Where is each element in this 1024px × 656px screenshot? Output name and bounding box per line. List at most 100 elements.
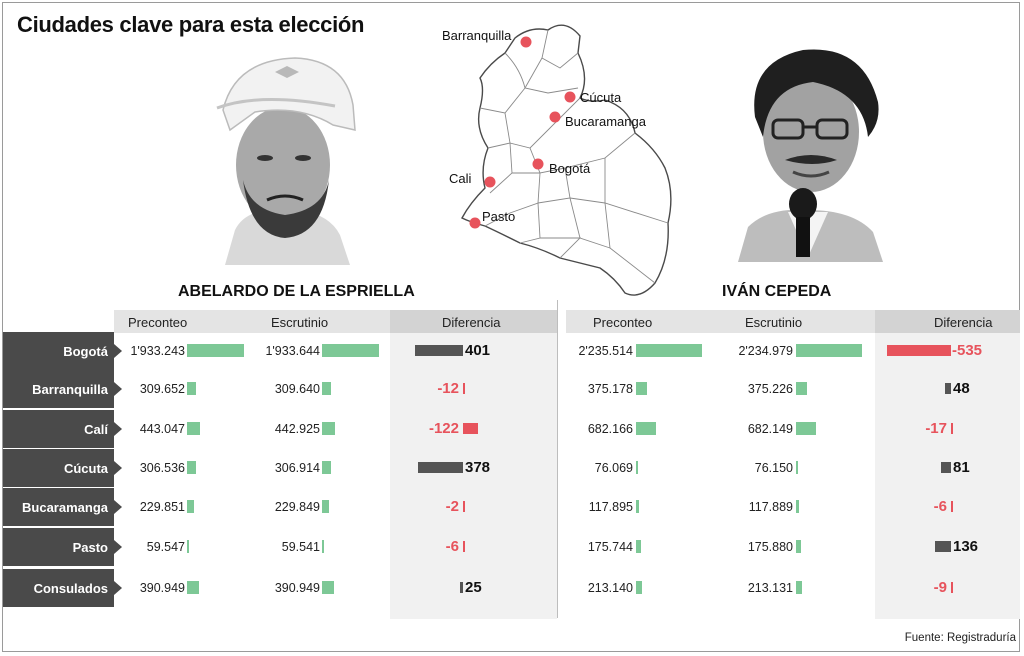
diferencia-value: 48 bbox=[953, 380, 970, 397]
escrutinio-bar bbox=[322, 461, 332, 474]
diferencia-value: 136 bbox=[953, 538, 979, 555]
header-diferencia-right: Diferencia bbox=[934, 315, 993, 330]
escrutinio-value: 117.889 bbox=[748, 500, 793, 514]
header-preconteo-right: Preconteo bbox=[593, 315, 653, 330]
candidate-right-photo bbox=[738, 49, 883, 262]
diferencia-value: 401 bbox=[465, 342, 491, 359]
escrutinio-value: 213.131 bbox=[747, 581, 793, 595]
escrutinio-bar bbox=[796, 422, 817, 435]
header-diferencia-left: Diferencia bbox=[442, 315, 501, 330]
preconteo-value: 682.166 bbox=[587, 422, 633, 436]
candidate-left-photo bbox=[216, 57, 356, 265]
header-preconteo-left: Preconteo bbox=[128, 315, 188, 330]
diferencia-bar bbox=[463, 423, 478, 434]
diferencia-value: -122 bbox=[428, 420, 459, 437]
diferencia-value: 81 bbox=[953, 459, 970, 476]
diferencia-bar bbox=[417, 462, 463, 473]
preconteo-bar bbox=[187, 540, 189, 553]
diferencia-bar bbox=[460, 582, 463, 593]
escrutinio-bar bbox=[322, 540, 324, 553]
diff-column-left bbox=[390, 333, 557, 619]
escrutinio-bar bbox=[322, 500, 329, 513]
row-label: Pasto bbox=[3, 528, 122, 566]
preconteo-value: 443.047 bbox=[139, 422, 185, 436]
row-label: Cúcuta bbox=[3, 449, 122, 487]
map-outline bbox=[461, 24, 672, 296]
row-label: Calí bbox=[3, 410, 122, 448]
column-divider bbox=[557, 300, 558, 618]
candidate-left-name: ABELARDO DE LA ESPRIELLA bbox=[178, 283, 415, 300]
page-title: Ciudades clave para esta elección bbox=[17, 12, 365, 37]
header-escrutinio-right: Escrutinio bbox=[745, 315, 803, 330]
diferencia-value: -9 bbox=[933, 579, 947, 596]
city-marker-cucuta bbox=[564, 91, 576, 103]
source-note: Fuente: Registraduría bbox=[904, 632, 1016, 644]
escrutinio-value: 1'933.644 bbox=[265, 344, 320, 358]
header-band-right bbox=[566, 310, 875, 333]
city-label-cucuta: Cúcuta bbox=[580, 90, 622, 105]
city-marker-barranquilla bbox=[520, 36, 532, 48]
city-label-pasto: Pasto bbox=[482, 209, 515, 224]
escrutinio-bar bbox=[796, 461, 799, 474]
preconteo-value: 59.547 bbox=[146, 540, 185, 554]
diferencia-value: -6 bbox=[933, 498, 947, 515]
diferencia-value: 378 bbox=[465, 459, 491, 476]
diferencia-bar bbox=[934, 541, 951, 552]
row-label: Bogotá bbox=[3, 332, 122, 370]
preconteo-value: 1'933.243 bbox=[130, 344, 185, 358]
row-label: Bucaramanga bbox=[3, 488, 122, 526]
city-marker-bucaramanga bbox=[549, 111, 561, 123]
preconteo-bar bbox=[187, 344, 245, 357]
escrutinio-bar bbox=[796, 500, 800, 513]
escrutinio-value: 309.640 bbox=[274, 382, 320, 396]
city-marker-bogota bbox=[532, 158, 544, 170]
preconteo-bar bbox=[636, 422, 657, 435]
preconteo-value: 229.851 bbox=[139, 500, 185, 514]
diferencia-value: -6 bbox=[445, 538, 459, 555]
escrutinio-value: 59.541 bbox=[281, 540, 320, 554]
escrutinio-value: 390.949 bbox=[274, 581, 320, 595]
header-band-left-diff bbox=[390, 310, 557, 333]
preconteo-value: 390.949 bbox=[139, 581, 185, 595]
city-label-bucaramanga: Bucaramanga bbox=[565, 114, 647, 129]
escrutinio-bar bbox=[322, 581, 334, 594]
diferencia-bar bbox=[463, 541, 465, 552]
diferencia-bar bbox=[463, 383, 465, 394]
city-marker-pasto bbox=[469, 217, 481, 229]
escrutinio-bar bbox=[322, 344, 380, 357]
header-band-left bbox=[114, 310, 390, 333]
preconteo-value: 306.536 bbox=[139, 461, 185, 475]
city-label-barranquilla: Barranquilla bbox=[442, 28, 512, 43]
diferencia-bar bbox=[887, 345, 951, 356]
preconteo-value: 213.140 bbox=[587, 581, 633, 595]
escrutinio-bar bbox=[796, 382, 808, 395]
diferencia-value: -12 bbox=[437, 380, 459, 397]
diferencia-bar bbox=[941, 462, 951, 473]
diferencia-value: -17 bbox=[925, 420, 947, 437]
preconteo-bar bbox=[187, 382, 197, 395]
escrutinio-value: 175.880 bbox=[747, 540, 793, 554]
escrutinio-value: 76.150 bbox=[754, 461, 793, 475]
preconteo-bar bbox=[187, 422, 201, 435]
header-band-right-diff bbox=[875, 310, 1020, 333]
escrutinio-bar bbox=[796, 540, 802, 553]
header-escrutinio-left: Escrutinio bbox=[271, 315, 329, 330]
preconteo-bar bbox=[636, 500, 640, 513]
escrutinio-value: 442.925 bbox=[274, 422, 320, 436]
candidate-right-name: IVÁN CEPEDA bbox=[722, 283, 832, 300]
diferencia-value: -535 bbox=[952, 342, 983, 359]
diff-column-right bbox=[875, 333, 1020, 619]
diferencia-bar bbox=[463, 501, 465, 512]
diferencia-bar bbox=[945, 383, 951, 394]
preconteo-bar bbox=[636, 382, 648, 395]
escrutinio-bar bbox=[796, 344, 862, 357]
preconteo-bar bbox=[636, 581, 643, 594]
city-marker-cali bbox=[484, 176, 496, 188]
preconteo-value: 76.069 bbox=[594, 461, 633, 475]
preconteo-bar bbox=[187, 581, 199, 594]
colombia-map: Barranquilla Cúcuta Bucaramanga Bogotá C… bbox=[442, 24, 672, 296]
escrutinio-bar bbox=[322, 422, 336, 435]
diferencia-bar bbox=[951, 582, 953, 593]
preconteo-bar bbox=[187, 461, 197, 474]
preconteo-value: 117.895 bbox=[588, 500, 633, 514]
